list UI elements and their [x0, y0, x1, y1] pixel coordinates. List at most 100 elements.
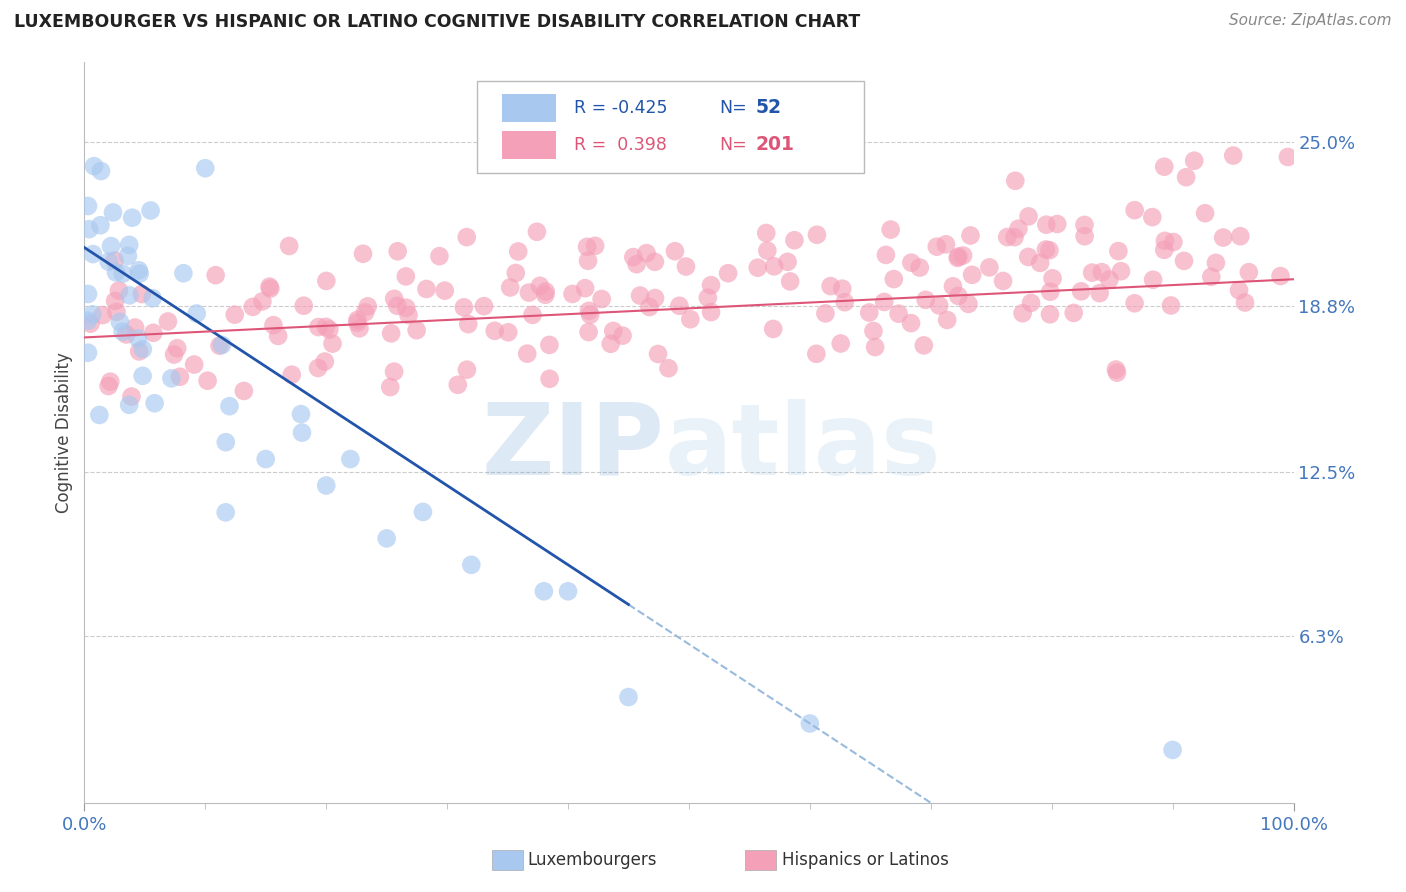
- Point: [77, 222, 100, 236]
- Point: [98, 375, 121, 389]
- Point: [517, 285, 540, 300]
- Point: [141, 291, 163, 305]
- Point: [1088, 286, 1111, 301]
- Point: [472, 299, 495, 313]
- Point: [647, 347, 669, 361]
- Point: [591, 292, 613, 306]
- Text: R =  0.398: R = 0.398: [574, 136, 666, 153]
- Point: [574, 281, 596, 295]
- Point: [118, 288, 141, 302]
- Point: [576, 240, 599, 254]
- Text: Hispanics or Latinos: Hispanics or Latinos: [782, 851, 949, 869]
- Point: [936, 313, 959, 327]
- Point: [873, 295, 896, 310]
- Point: [186, 306, 208, 320]
- Bar: [502, 94, 555, 121]
- Point: [858, 305, 880, 319]
- Point: [1042, 271, 1064, 285]
- Point: [307, 320, 329, 334]
- Point: [538, 338, 561, 352]
- Point: [830, 336, 852, 351]
- Point: [77, 199, 100, 213]
- Point: [412, 505, 434, 519]
- Point: [534, 285, 557, 299]
- Point: [1007, 221, 1029, 235]
- Point: [252, 294, 274, 309]
- Point: [696, 291, 718, 305]
- Point: [644, 291, 666, 305]
- Point: [995, 230, 1018, 244]
- Point: [1237, 265, 1260, 279]
- Point: [1073, 218, 1095, 232]
- Point: [163, 347, 186, 361]
- Point: [533, 584, 555, 599]
- Point: [197, 374, 219, 388]
- Point: [1173, 253, 1195, 268]
- Point: [644, 254, 666, 268]
- Point: [1233, 295, 1256, 310]
- Point: [602, 324, 624, 338]
- Point: [100, 239, 122, 253]
- Point: [101, 205, 124, 219]
- Point: [281, 368, 304, 382]
- Point: [1160, 298, 1182, 312]
- Point: [156, 314, 179, 328]
- Point: [433, 284, 456, 298]
- Point: [1035, 218, 1057, 232]
- Point: [118, 237, 141, 252]
- Point: [717, 266, 740, 280]
- Point: [82, 307, 104, 321]
- Point: [1046, 217, 1069, 231]
- Point: [354, 305, 377, 319]
- Point: [77, 313, 100, 327]
- Point: [121, 211, 143, 225]
- Point: [1277, 150, 1299, 164]
- Point: [557, 584, 579, 599]
- Point: [139, 203, 162, 218]
- Point: [1182, 153, 1205, 168]
- Point: [142, 326, 165, 340]
- Point: [1123, 203, 1146, 218]
- Text: R = -0.425: R = -0.425: [574, 99, 668, 117]
- Point: [991, 274, 1014, 288]
- Point: [172, 266, 194, 280]
- Point: [1039, 307, 1062, 321]
- Point: [952, 248, 974, 262]
- Text: Source: ZipAtlas.com: Source: ZipAtlas.com: [1229, 13, 1392, 29]
- Point: [534, 288, 557, 302]
- Text: Luxembourgers: Luxembourgers: [527, 851, 657, 869]
- Point: [576, 253, 599, 268]
- Point: [657, 361, 679, 376]
- Text: 52: 52: [755, 98, 782, 117]
- Bar: [502, 130, 555, 159]
- Point: [104, 265, 127, 279]
- Point: [887, 307, 910, 321]
- Point: [1073, 229, 1095, 244]
- Point: [1019, 296, 1042, 310]
- Point: [1194, 206, 1216, 220]
- Point: [82, 247, 104, 261]
- Point: [621, 250, 644, 264]
- Point: [1161, 743, 1184, 757]
- Point: [346, 316, 368, 330]
- Point: [762, 322, 785, 336]
- Point: [357, 299, 380, 313]
- Point: [617, 690, 640, 704]
- Point: [395, 301, 418, 315]
- Point: [166, 341, 188, 355]
- Point: [664, 244, 686, 259]
- Point: [1153, 160, 1175, 174]
- Point: [1029, 256, 1052, 270]
- Point: [346, 313, 368, 327]
- Point: [214, 505, 236, 519]
- Point: [1205, 256, 1227, 270]
- Point: [262, 318, 284, 333]
- Point: [529, 278, 551, 293]
- Point: [1098, 272, 1121, 286]
- Point: [783, 233, 806, 247]
- Point: [668, 299, 690, 313]
- Point: [578, 303, 600, 318]
- Point: [89, 408, 111, 422]
- Point: [387, 244, 409, 259]
- Point: [900, 316, 922, 330]
